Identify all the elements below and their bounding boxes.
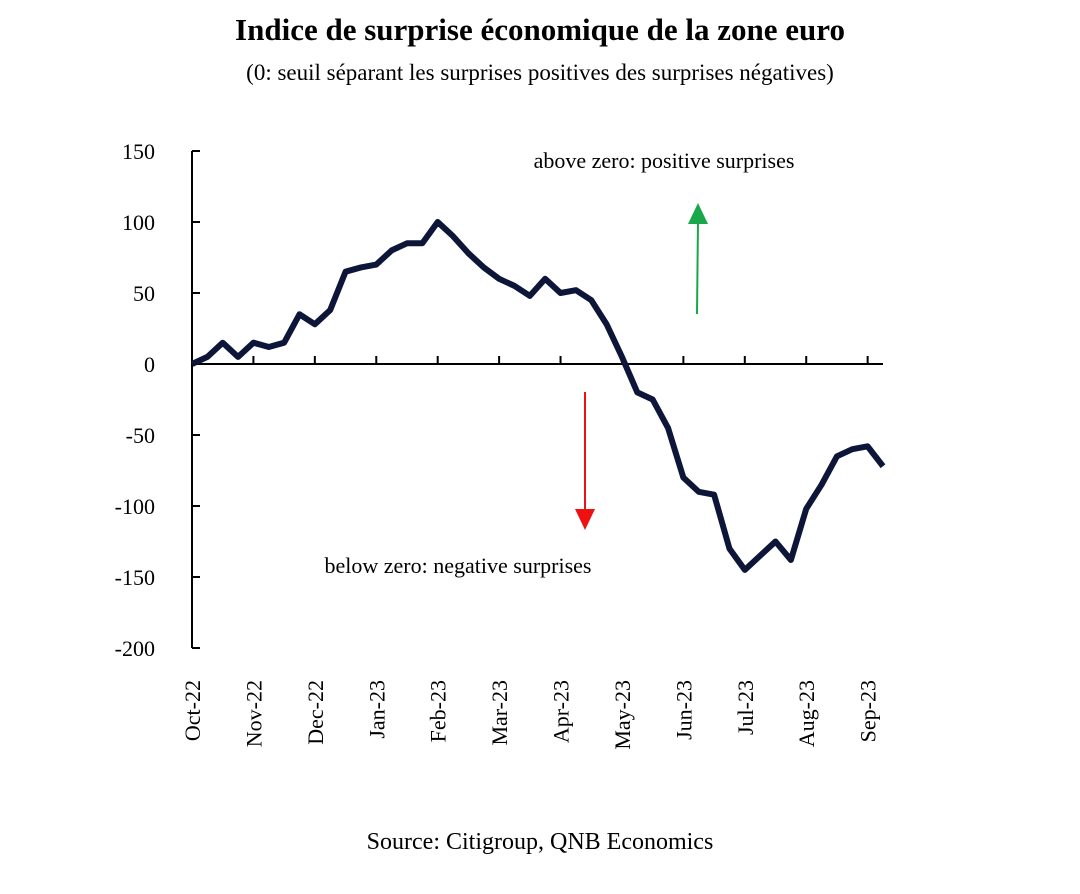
chart-title: Indice de surprise économique de la zone… (235, 12, 845, 47)
x-tick-label: May-23 (610, 680, 635, 750)
chart-subtitle: (0: seuil séparant les surprises positiv… (246, 60, 834, 85)
up-arrow (696, 219, 699, 315)
y-tick-label: -150 (115, 565, 155, 590)
y-tick-label: -200 (115, 636, 155, 661)
y-tick-label: 150 (122, 139, 155, 164)
up-arrow-head (688, 203, 708, 224)
y-tick-label: 100 (122, 210, 155, 235)
y-tick-label: -50 (126, 423, 155, 448)
y-tick-label: 0 (144, 352, 155, 377)
y-tick-label: -100 (115, 494, 155, 519)
x-tick-label: Mar-23 (487, 680, 512, 746)
source: Source: Citigroup, QNB Economics (367, 829, 714, 855)
x-tick-label: Sep-23 (856, 680, 881, 742)
x-tick-label: Oct-22 (180, 680, 205, 741)
x-tick-label: Feb-23 (426, 680, 451, 742)
x-tick-label: Jul-23 (733, 680, 758, 735)
x-tick-label: Dec-22 (303, 680, 328, 745)
data-line (190, 219, 886, 573)
y-tick-label: 50 (133, 281, 155, 306)
x-tick-label: Aug-23 (794, 680, 819, 747)
annotation: below zero: negative surprises (325, 553, 592, 578)
x-tick-label: Nov-22 (241, 680, 266, 747)
x-tick-label: Jun-23 (671, 680, 696, 740)
x-tick-label: Jan-23 (364, 680, 389, 739)
annotation: above zero: positive surprises (534, 148, 795, 173)
x-tick-label: Apr-23 (549, 680, 574, 743)
down-arrow-head (575, 509, 595, 530)
